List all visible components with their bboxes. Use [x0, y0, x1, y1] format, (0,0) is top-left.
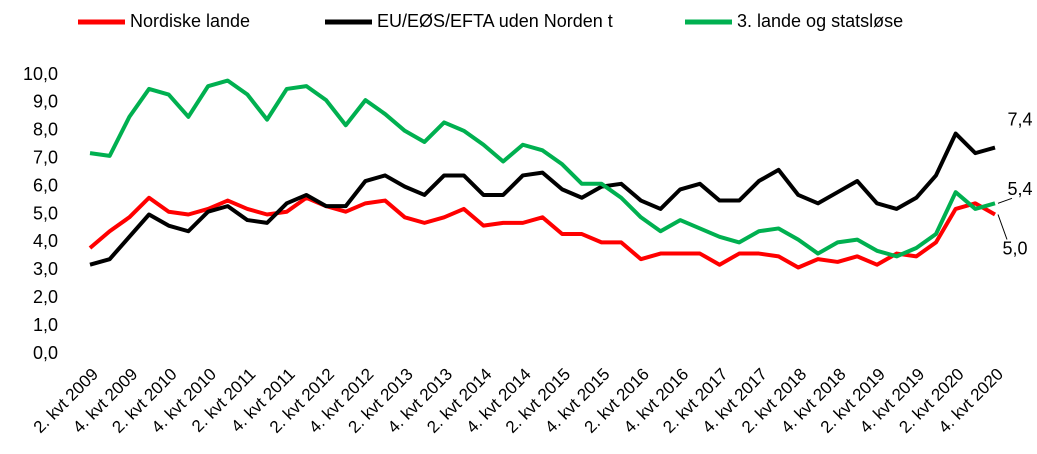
y-tick-label: 2,0 [33, 287, 58, 307]
legend-label: EU/EØS/EFTA uden Norden t [377, 11, 613, 31]
y-tick-label: 1,0 [33, 315, 58, 335]
y-tick-label: 8,0 [33, 120, 58, 140]
legend-label: Nordiske lande [130, 11, 250, 31]
series-line [89, 131, 996, 267]
series-line [89, 78, 996, 259]
series-line [88, 195, 996, 270]
y-tick-label: 6,0 [33, 175, 58, 195]
y-tick-label: 10,0 [23, 64, 58, 84]
y-tick-label: 9,0 [33, 92, 58, 112]
data-label: 7,4 [1007, 109, 1032, 129]
y-tick-label: 3,0 [33, 259, 58, 279]
leader-line [997, 197, 1013, 204]
y-tick-label: 5,0 [33, 203, 58, 223]
y-tick-label: 4,0 [33, 231, 58, 251]
legend-label: 3. lande og statsløse [737, 11, 903, 31]
y-tick-label: 7,0 [33, 147, 58, 167]
data-label: 5,0 [1002, 238, 1027, 258]
leader-line [997, 214, 1008, 240]
data-label: 5,4 [1007, 179, 1032, 199]
y-tick-label: 0,0 [33, 343, 58, 363]
